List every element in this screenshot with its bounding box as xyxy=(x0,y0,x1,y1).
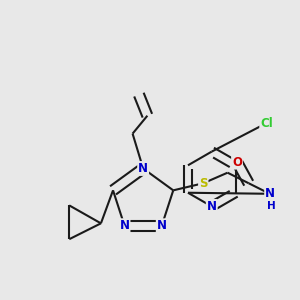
Text: N: N xyxy=(157,219,167,232)
Text: H: H xyxy=(267,202,276,212)
Text: N: N xyxy=(119,219,130,232)
Text: N: N xyxy=(207,200,217,213)
Text: N: N xyxy=(138,162,148,175)
Text: O: O xyxy=(232,156,242,169)
Text: S: S xyxy=(199,177,208,190)
Text: Cl: Cl xyxy=(260,117,273,130)
Text: N: N xyxy=(265,187,275,200)
